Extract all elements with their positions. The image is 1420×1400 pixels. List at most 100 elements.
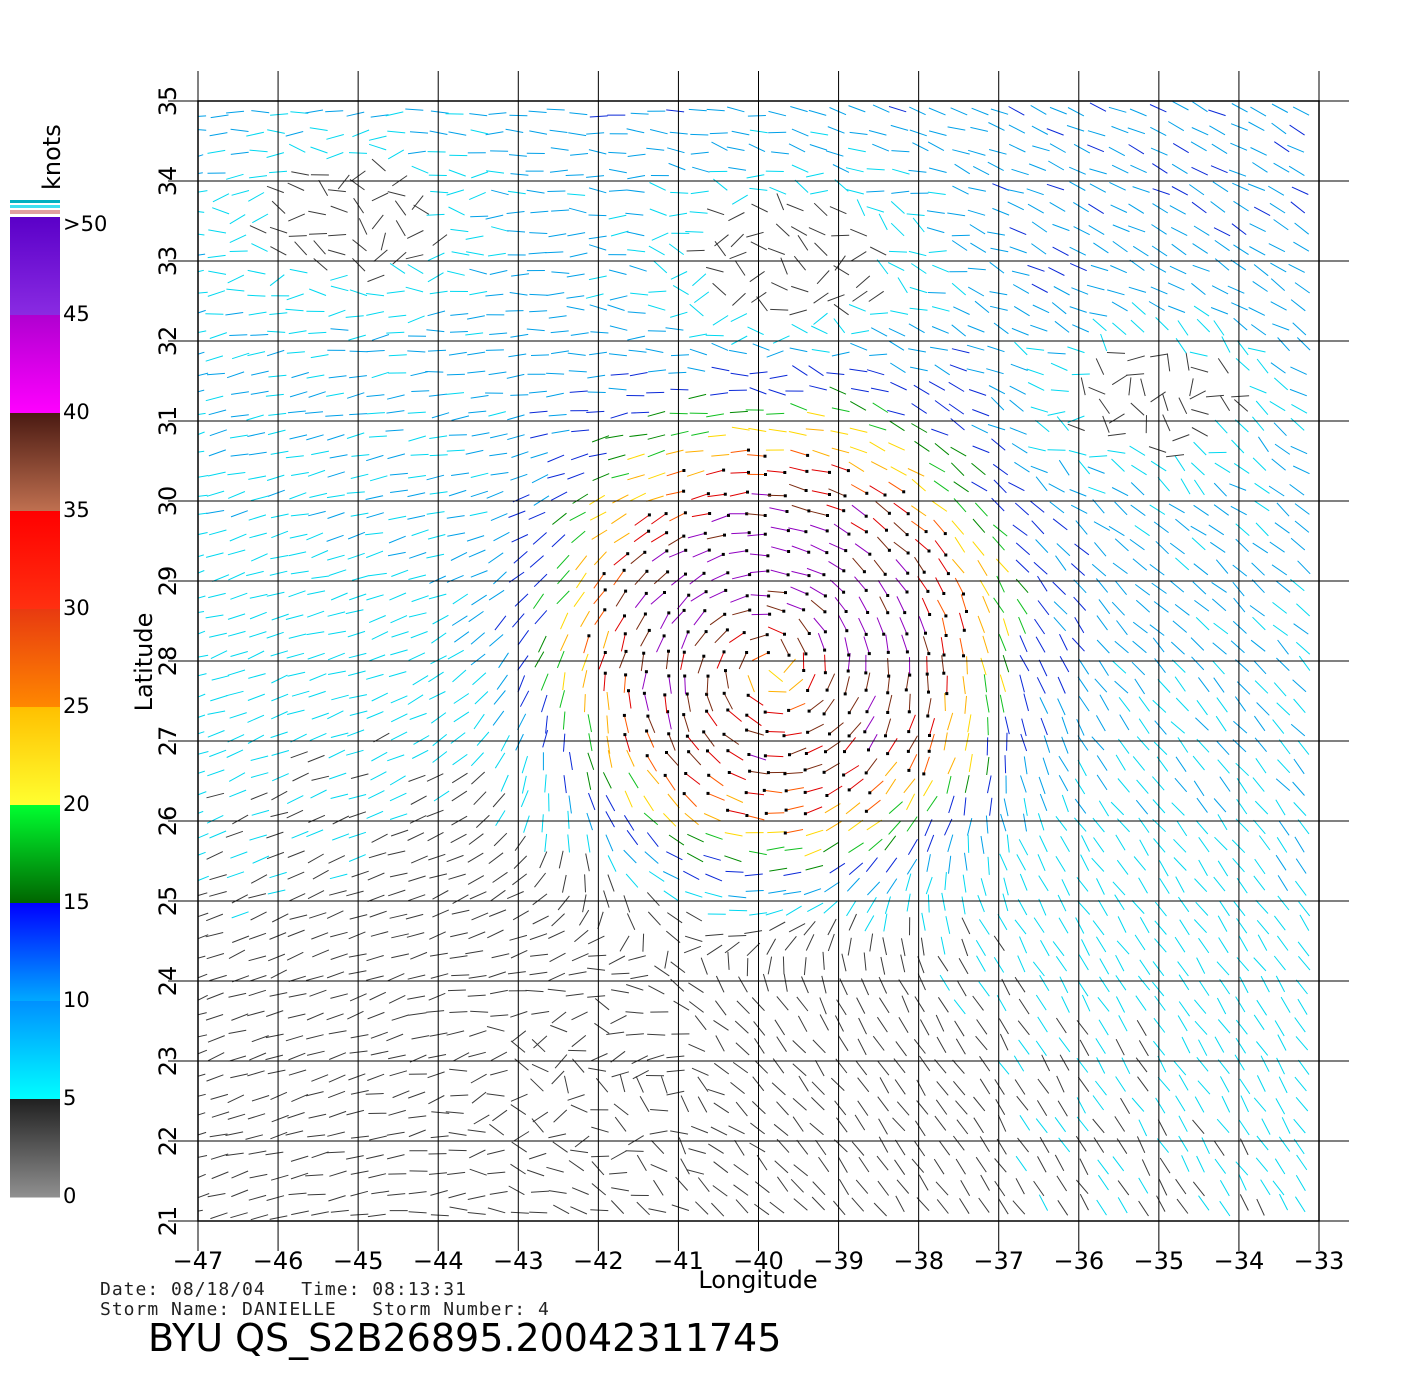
wind-vector <box>790 226 808 236</box>
wind-vector <box>530 210 549 214</box>
wind-vector <box>1279 1193 1289 1211</box>
wind-vector <box>505 310 524 312</box>
wind-vector <box>468 1051 486 1058</box>
wind-vector <box>208 270 227 275</box>
wind-vector <box>885 857 898 873</box>
wind-vector <box>1140 378 1146 397</box>
colorbar-label: 25 <box>63 694 90 718</box>
wind-vector <box>623 715 629 734</box>
wind-vector <box>571 953 589 962</box>
wind-vector <box>602 772 612 789</box>
rain-flag-marker <box>745 814 749 817</box>
wind-vector <box>675 1176 689 1191</box>
wind-vector <box>1086 284 1105 291</box>
wind-vector <box>1048 160 1065 171</box>
wind-vector <box>927 292 946 294</box>
wind-vector <box>249 593 268 599</box>
wind-vector <box>953 306 970 315</box>
wind-vector <box>897 277 908 294</box>
wind-vector <box>1228 169 1247 177</box>
wind-vector <box>607 304 625 311</box>
wind-vector <box>1036 1100 1048 1117</box>
wind-vector <box>934 364 950 376</box>
wind-vector <box>198 412 206 416</box>
wind-vector <box>791 285 809 293</box>
wind-vector <box>231 391 249 395</box>
rain-flag-marker <box>706 674 710 678</box>
wind-vector <box>198 833 209 839</box>
wind-vector <box>835 1117 848 1133</box>
rain-flag-marker <box>726 749 730 753</box>
wind-vector <box>410 631 428 639</box>
wind-vector <box>411 390 430 392</box>
wind-vector <box>1169 205 1186 215</box>
wind-vector <box>1213 677 1225 693</box>
wind-vector <box>366 412 385 415</box>
rain-flag-marker <box>684 772 688 775</box>
wind-vector <box>686 693 691 712</box>
wind-vector <box>1293 802 1307 816</box>
wind-vector <box>1154 995 1166 1011</box>
wind-vector <box>765 755 784 758</box>
rain-flag-marker <box>748 769 752 773</box>
wind-vector <box>715 1035 725 1052</box>
wind-vector <box>1172 434 1190 442</box>
wind-vector <box>654 965 670 977</box>
wind-vector <box>248 893 267 899</box>
rain-flag-marker <box>685 734 689 738</box>
wind-vector <box>312 869 329 880</box>
wind-vector <box>408 475 426 479</box>
wind-vector <box>248 1194 267 1201</box>
wind-vector <box>709 613 725 626</box>
wind-vector <box>1233 317 1248 331</box>
wind-vector <box>624 734 631 752</box>
wind-vector <box>768 110 787 117</box>
colorbar-segments <box>10 217 60 1198</box>
wind-vector <box>407 150 426 155</box>
wind-vector <box>351 870 369 878</box>
wind-vector <box>1215 559 1229 574</box>
wind-vector <box>925 876 933 895</box>
rain-flag-marker <box>847 532 851 536</box>
wind-vector <box>1210 307 1229 315</box>
wind-vector <box>514 593 529 607</box>
wind-vector <box>828 488 846 497</box>
wind-vector <box>1231 439 1245 454</box>
wind-vector <box>1190 141 1207 152</box>
wind-vector <box>473 791 487 806</box>
longitude-tick-label: −41 <box>653 1247 704 1275</box>
wind-vector <box>926 227 945 234</box>
wind-vector <box>980 878 987 896</box>
wind-vector <box>1254 482 1270 494</box>
wind-vector <box>550 147 569 151</box>
wind-vector <box>1047 411 1066 416</box>
wind-vector <box>806 745 823 754</box>
wind-vector <box>687 532 706 539</box>
wind-vector <box>1297 941 1310 957</box>
colorbar-segment <box>10 707 60 806</box>
wind-vector <box>803 957 807 976</box>
wind-vector <box>288 1052 306 1061</box>
wind-vector <box>562 672 566 691</box>
wind-vector <box>468 1149 486 1159</box>
wind-vector <box>953 1135 965 1151</box>
wind-vector <box>829 107 847 116</box>
wind-vector <box>352 257 366 272</box>
wind-vector <box>371 751 388 762</box>
wind-vector <box>230 128 249 132</box>
wind-vector <box>913 384 930 395</box>
rain-flag-marker <box>844 549 848 553</box>
wind-vector <box>1155 317 1169 331</box>
wind-vector <box>1112 240 1128 253</box>
wind-vector <box>672 284 689 296</box>
wind-vector <box>797 1015 808 1032</box>
wind-vector <box>528 110 547 113</box>
wind-vector <box>1152 188 1170 195</box>
wind-vector <box>1016 598 1028 615</box>
wind-vector <box>198 751 209 755</box>
wind-vector <box>746 792 765 796</box>
wind-vector <box>1046 183 1065 191</box>
wind-vector <box>507 434 525 441</box>
rain-flag-marker <box>925 672 929 676</box>
wind-vector <box>754 1203 770 1216</box>
